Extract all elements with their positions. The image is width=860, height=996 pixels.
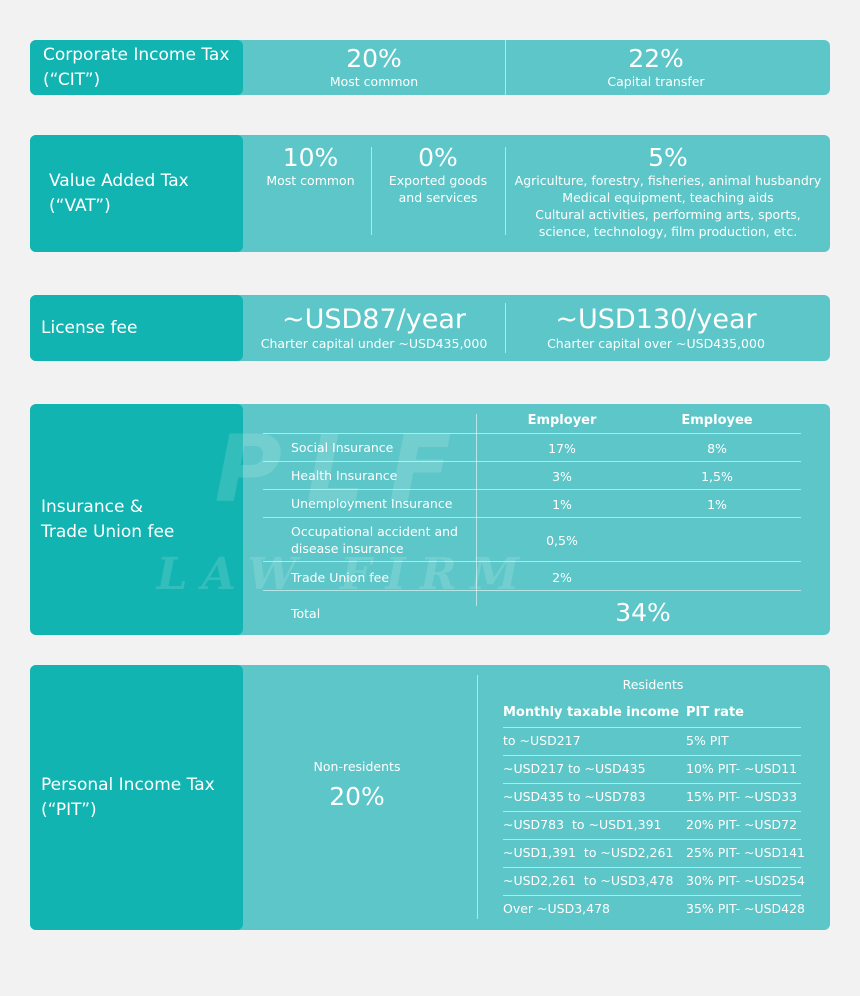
insurance-item-employee: 1,5% [701,469,733,484]
row-separator [503,727,801,728]
vat-label: Value Added Tax (“VAT”) [30,135,243,252]
pit-header-rate: PIT rate [686,705,744,720]
row-separator [263,561,801,562]
vat-rate-desc: Exported goods and services [388,173,488,205]
pit-income-bracket: ~USD783 to ~USD1,391 [503,817,662,832]
license-rate-under: ~USD87/year Charter capital under ~USD43… [243,305,505,352]
pit-income-bracket: ~USD2,261 to ~USD3,478 [503,873,674,888]
row-separator [263,590,801,591]
pit-income-bracket: ~USD435 to ~USD783 [503,789,646,804]
insurance-row: Insurance & Trade Union fee PLF LAW FIRM… [30,404,830,635]
vat-rate-reduced: 5% Agriculture, forestry, fisheries, ani… [506,144,830,240]
insurance-item-name: Health Insurance [291,468,398,483]
cit-rate-capital-transfer: 22% Capital transfer [506,45,806,90]
vat-rate-desc: Agriculture, forestry, fisheries, animal… [514,173,822,239]
pit-income-bracket: ~USD1,391 to ~USD2,261 [503,845,674,860]
license-rate-value: ~USD130/year [555,304,757,335]
pit-bracket-rate: 10% PIT- ~USD11 [686,761,798,776]
pit-income-bracket: to ~USD217 [503,733,581,748]
insurance-label: Insurance & Trade Union fee [30,404,243,635]
pit-bracket-rate: 20% PIT- ~USD72 [686,817,798,832]
license-rate-desc: Charter capital under ~USD435,000 [260,336,488,351]
insurance-item-name: Unemployment Insurance [291,496,453,511]
license-rate-value: ~USD87/year [281,304,466,335]
row-separator [503,839,801,840]
row-separator [503,755,801,756]
pit-bracket-rate: 25% PIT- ~USD141 [686,845,805,860]
divider [505,147,506,235]
pit-income-bracket: ~USD217 to ~USD435 [503,761,646,776]
cit-rate-value: 20% [346,44,402,73]
insurance-item-name: Trade Union fee [291,570,390,585]
row-separator [263,433,801,434]
header-employer: Employer [527,413,597,428]
row-separator [503,867,801,868]
row-separator [263,461,801,462]
row-separator [503,811,801,812]
pit-row: Personal Income Tax (“PIT”) Non-resident… [30,665,830,930]
insurance-total-label: Total [291,606,321,621]
insurance-total-value: 34% [615,598,671,627]
divider [476,414,477,606]
license-rate-over: ~USD130/year Charter capital over ~USD43… [506,305,806,352]
pit-bracket-rate: 30% PIT- ~USD254 [686,873,805,888]
vat-rate-value: 10% [282,143,339,172]
divider [505,40,506,95]
vat-row: Value Added Tax (“VAT”) 10% Most common … [30,135,830,252]
pit-bracket-rate: 5% PIT [686,733,729,748]
cit-label: Corporate Income Tax (“CIT”) [30,40,243,95]
pit-nonresident-rate: 20% [329,782,385,811]
cit-rate-desc: Most common [329,74,419,89]
vat-rate-value: 0% [418,143,458,172]
insurance-item-employer: 17% [548,441,576,456]
pit-header-income: Monthly taxable income [503,705,680,720]
insurance-item-employee: 1% [707,497,727,512]
pit-bracket-rate: 35% PIT- ~USD428 [686,901,805,916]
vat-rate-most-common: 10% Most common [250,144,371,189]
insurance-item-employer: 3% [552,469,572,484]
insurance-item-name: Social Insurance [291,440,394,455]
pit-nonresident-label: Non-residents [313,759,401,774]
license-row: License fee ~USD87/year Charter capital … [30,295,830,361]
pit-bracket-rate: 15% PIT- ~USD33 [686,789,798,804]
insurance-item-employee: 8% [707,441,727,456]
insurance-item-employer: 1% [552,497,572,512]
pit-resident-label: Residents [622,677,684,692]
divider [477,675,478,919]
insurance-item-employer: 2% [552,570,572,585]
pit-label: Personal Income Tax (“PIT”) [30,665,243,930]
divider [371,147,372,235]
row-separator [503,895,801,896]
row-separator [503,783,801,784]
insurance-item-employer: 0,5% [546,533,578,548]
header-employee: Employee [681,413,753,428]
row-separator [263,489,801,490]
cit-rate-value: 22% [628,44,684,73]
cit-row: Corporate Income Tax (“CIT”) 20% Most co… [30,40,830,95]
divider [505,303,506,353]
pit-income-bracket: Over ~USD3,478 [503,901,611,916]
cit-rate-desc: Capital transfer [607,74,705,89]
license-label: License fee [30,295,243,361]
insurance-item-name: Occupational accident and disease insura… [291,524,458,556]
vat-rate-value: 5% [648,143,688,172]
vat-rate-desc: Most common [266,173,355,188]
vat-rate-exported: 0% Exported goods and services [372,144,504,206]
license-rate-desc: Charter capital over ~USD435,000 [547,336,765,351]
row-separator [263,517,801,518]
cit-rate-most-common: 20% Most common [243,45,505,90]
